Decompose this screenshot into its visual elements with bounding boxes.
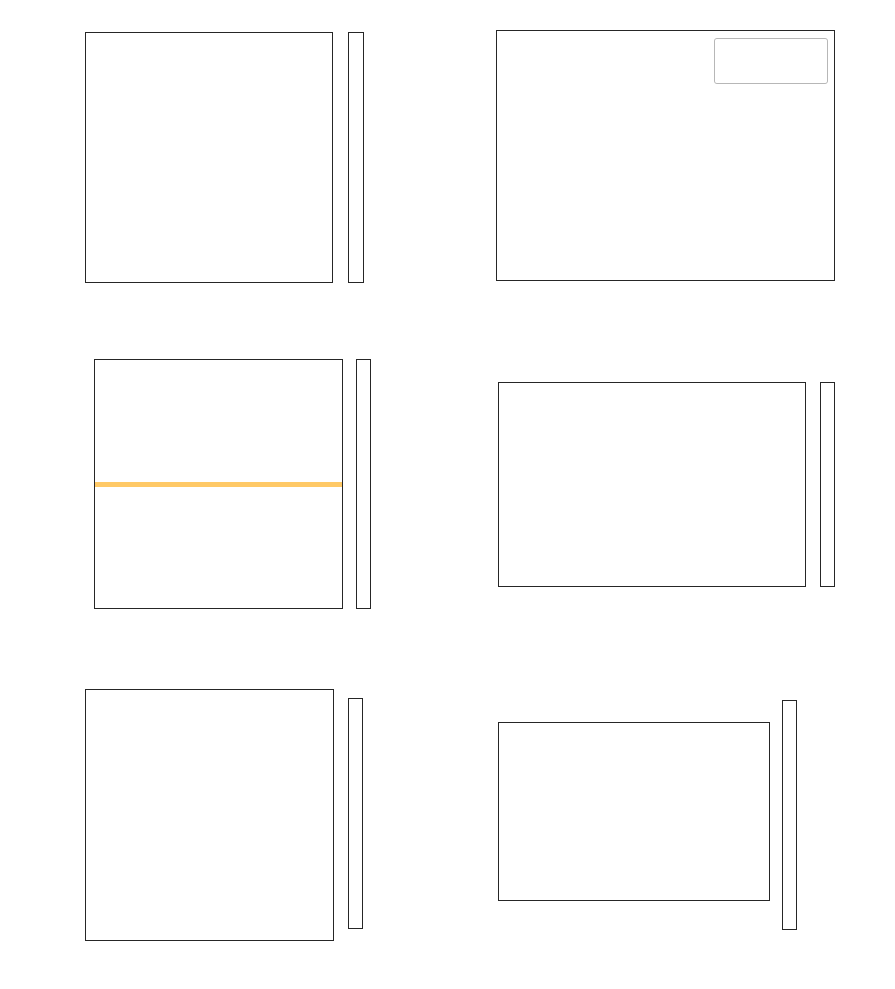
- fieldz-colorbar-label: [402, 742, 420, 882]
- loss-ylabel: [438, 84, 456, 224]
- fieldy-heatmap-plot: [498, 722, 770, 901]
- design-colorbar-label: [399, 413, 417, 553]
- target-heatmap-plot: [85, 32, 333, 283]
- cross-colorbar: [820, 382, 835, 587]
- fieldz-colorbar: [348, 698, 363, 929]
- fieldy-colorbar: [782, 700, 797, 930]
- target-colorbar: [348, 32, 364, 283]
- design-monitor-orange-hline: [95, 482, 342, 487]
- design-heatmap-plot: [94, 359, 343, 609]
- cross-section-plot: [498, 382, 806, 587]
- fieldy-heatmap-image: [499, 723, 769, 900]
- target-heatmap-image: [86, 33, 332, 282]
- design-colorbar: [356, 359, 371, 609]
- fieldz-heatmap-image: [86, 690, 333, 940]
- design-ylabel: [31, 413, 49, 553]
- cross-ylabel: [427, 413, 445, 553]
- cross-colorbar-label: [855, 413, 873, 553]
- loss-legend: [714, 38, 828, 84]
- fieldy-colorbar-label: [827, 742, 845, 882]
- loss-line-plot: [496, 30, 835, 281]
- target-ylabel: [35, 86, 53, 226]
- fieldz-ylabel: [31, 744, 49, 884]
- fieldy-ylabel: [434, 740, 452, 880]
- fieldz-heatmap-plot: [85, 689, 334, 941]
